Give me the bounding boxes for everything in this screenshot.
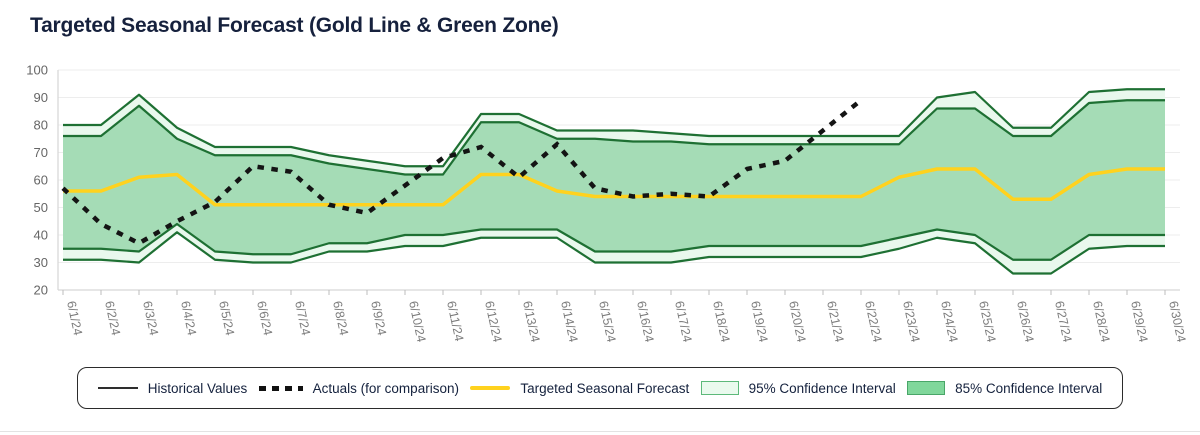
legend-label: Targeted Seasonal Forecast [520, 380, 690, 396]
x-tick-label: 6/14/24 [558, 300, 580, 344]
y-tick-label: 90 [34, 90, 48, 105]
x-tick-label: 6/19/24 [748, 300, 770, 344]
y-tick-label: 40 [34, 228, 48, 243]
x-tick-label: 6/20/24 [786, 300, 808, 344]
y-tick-label: 70 [34, 145, 48, 160]
x-tick-label: 6/2/24 [102, 300, 123, 337]
y-tick-label: 50 [34, 200, 48, 215]
x-tick-label: 6/26/24 [1014, 300, 1036, 344]
historical-line-icon [97, 387, 138, 389]
x-tick-label: 6/29/24 [1128, 300, 1150, 344]
forecast-chart: 100 90 80 70 60 50 40 30 20 6/1/24 6/2/24 6/3/24 6/4… [26, 63, 1188, 344]
gold-line-icon [470, 386, 511, 390]
band-85-lower-edge [63, 222, 1165, 261]
x-tick-label: 6/8/24 [330, 300, 351, 337]
y-tick-label: 20 [34, 283, 48, 298]
x-tick-label: 6/12/24 [482, 300, 504, 344]
legend-label: Actuals (for comparison) [312, 380, 459, 396]
x-axis-ticks [62, 290, 1166, 295]
x-tick-label: 6/9/24 [368, 300, 389, 337]
confidence-band-85 [63, 100, 1165, 260]
y-tick-label: 30 [34, 255, 48, 270]
x-tick-label: 6/5/24 [216, 300, 237, 337]
bottom-divider [0, 431, 1200, 432]
y-tick-label: 60 [34, 173, 48, 188]
legend-item-actuals: Actuals (for comparison) [258, 380, 459, 396]
x-tick-label: 6/27/24 [1052, 300, 1074, 344]
x-tick-label: 6/17/24 [672, 300, 694, 344]
x-tick-label: 6/16/24 [634, 300, 656, 344]
chart-legend: Historical Values Actuals (for compariso… [77, 367, 1123, 409]
legend-label: 95% Confidence Interval [748, 380, 896, 396]
dotted-line-icon [258, 385, 303, 391]
x-tick-label: 6/3/24 [140, 300, 161, 337]
light-green-box-icon [700, 381, 739, 395]
x-tick-label: 6/22/24 [862, 300, 884, 344]
forecast-line [63, 167, 1165, 207]
x-tick-label: 6/25/24 [976, 300, 998, 344]
y-tick-label: 80 [34, 118, 48, 133]
band-85-upper-edge [63, 99, 1165, 176]
x-tick-label: 6/4/24 [178, 300, 199, 337]
x-tick-label: 6/23/24 [900, 300, 922, 344]
x-tick-label: 6/28/24 [1090, 300, 1112, 344]
y-tick-label: 100 [26, 63, 48, 78]
x-tick-label: 6/24/24 [938, 300, 960, 344]
band-95-lower-edge [63, 231, 1165, 275]
medium-green-box-icon [907, 381, 946, 395]
x-tick-label: 6/18/24 [710, 300, 732, 344]
x-tick-label: 6/21/24 [824, 300, 846, 344]
legend-label: 85% Confidence Interval [955, 380, 1103, 396]
legend-label: Historical Values [147, 380, 248, 396]
x-tick-label: 6/15/24 [596, 300, 618, 344]
chart-title: Targeted Seasonal Forecast (Gold Line & … [30, 14, 559, 37]
actuals-line [61, 98, 863, 246]
x-tick-label: 6/6/24 [254, 300, 275, 337]
legend-item-ci95: 95% Confidence Interval [700, 380, 896, 396]
x-tick-label: 6/30/24 [1166, 300, 1188, 344]
x-tick-label: 6/1/24 [64, 300, 85, 337]
legend-item-historical: Historical Values [97, 380, 248, 396]
x-tick-label: 6/10/24 [406, 300, 428, 344]
legend-item-ci85: 85% Confidence Interval [907, 381, 1102, 396]
legend-item-forecast: Targeted Seasonal Forecast [470, 381, 689, 396]
band-95-upper-edge [63, 88, 1165, 168]
x-tick-label: 6/11/24 [444, 300, 466, 343]
y-axis-labels: 100 90 80 70 60 50 40 30 20 [26, 63, 48, 298]
x-axis-labels: 6/1/24 6/2/24 6/3/24 6/4/24 6/5/24 6/6/24 6/7/… [64, 300, 1188, 344]
x-tick-label: 6/7/24 [292, 300, 313, 337]
x-tick-label: 6/13/24 [520, 300, 542, 344]
